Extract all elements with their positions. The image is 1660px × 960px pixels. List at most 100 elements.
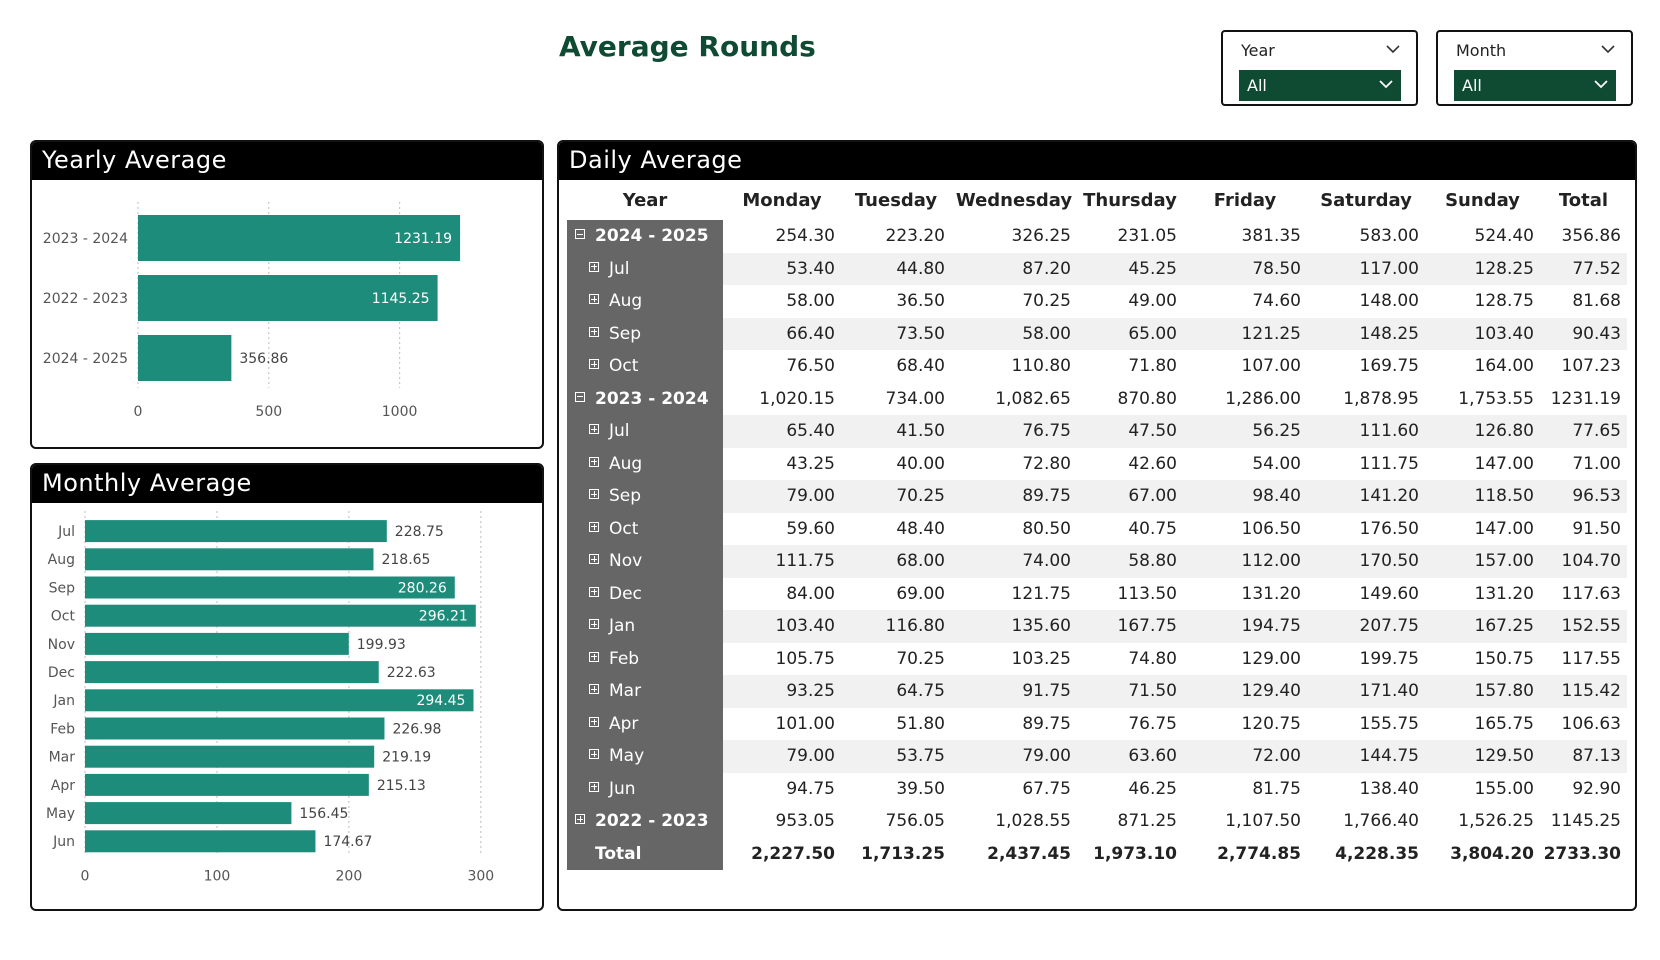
x-tick-label: 300 — [467, 868, 494, 884]
expand-icon[interactable] — [589, 489, 599, 500]
column-header[interactable]: Sunday — [1445, 189, 1520, 211]
cell-value: 96.53 — [1540, 480, 1627, 513]
bar[interactable] — [85, 802, 292, 825]
row-header[interactable]: Oct — [567, 350, 723, 383]
row-header[interactable]: Nov — [567, 545, 723, 578]
row-header[interactable]: Oct — [567, 512, 723, 545]
row-header[interactable]: 2024 - 2025 — [567, 220, 723, 253]
category-label: May — [46, 806, 75, 822]
collapse-icon[interactable] — [575, 391, 585, 402]
expand-icon[interactable] — [589, 326, 599, 337]
expand-icon[interactable] — [589, 619, 599, 630]
row-header[interactable]: Sep — [567, 317, 723, 350]
cell-value: 84.00 — [786, 583, 835, 604]
column-header[interactable]: Wednesday — [955, 189, 1073, 211]
row-header[interactable]: 2022 - 2023 — [567, 805, 723, 838]
cell-value: 93.25 — [723, 675, 841, 708]
row-header[interactable]: Dec — [567, 577, 723, 610]
expand-icon[interactable] — [589, 456, 599, 467]
expand-icon[interactable] — [589, 716, 599, 727]
cell-value: 42.60 — [1128, 453, 1177, 474]
column-header[interactable]: Saturday — [1320, 189, 1412, 211]
year-slicer-dropdown[interactable]: All — [1239, 70, 1401, 101]
expand-icon[interactable] — [589, 554, 599, 565]
year-slicer[interactable]: Year All — [1221, 30, 1418, 106]
expand-icon[interactable] — [589, 586, 599, 597]
cell-value: 104.70 — [1540, 545, 1627, 578]
row-header[interactable]: Sep — [567, 480, 723, 513]
row-header[interactable]: 2023 - 2024 — [567, 382, 723, 415]
cell-value: 81.68 — [1572, 291, 1621, 312]
cell-value: 131.20 — [1474, 583, 1534, 604]
row-header[interactable]: Jul — [567, 252, 723, 285]
bar[interactable] — [138, 215, 461, 261]
row-label: Aug — [609, 453, 643, 474]
bar[interactable] — [85, 830, 316, 853]
row-header[interactable]: Jun — [567, 772, 723, 805]
column-header[interactable]: Total — [1558, 189, 1609, 211]
bar[interactable] — [85, 576, 455, 599]
chevron-down-icon[interactable] — [1386, 42, 1400, 56]
chevron-down-icon[interactable] — [1594, 77, 1608, 91]
cell-value: 1231.19 — [1550, 388, 1621, 409]
cell-value: 72.80 — [1022, 453, 1071, 474]
x-tick-label: 0 — [81, 868, 90, 884]
month-slicer-dropdown[interactable]: All — [1454, 70, 1616, 101]
column-header[interactable]: Year — [622, 189, 668, 211]
cell-value: 79.00 — [951, 740, 1077, 773]
row-header[interactable]: Jul — [567, 415, 723, 448]
x-tick-label: 0 — [134, 404, 143, 420]
bar[interactable] — [85, 745, 375, 768]
cell-value: 1145.25 — [1550, 811, 1621, 832]
expand-icon[interactable] — [589, 781, 599, 792]
expand-icon[interactable] — [589, 684, 599, 695]
cell-value: 167.75 — [1077, 610, 1183, 643]
expand-icon[interactable] — [589, 359, 599, 370]
category-label: Jan — [52, 693, 75, 709]
bar[interactable] — [85, 520, 387, 543]
cell-value: 734.00 — [885, 388, 945, 409]
month-slicer[interactable]: Month All — [1436, 30, 1633, 106]
row-header[interactable]: Apr — [567, 707, 723, 740]
row-header[interactable]: Aug — [567, 447, 723, 480]
expand-icon[interactable] — [575, 814, 585, 825]
chevron-down-icon[interactable] — [1379, 77, 1393, 91]
cell-value: 49.00 — [1128, 291, 1177, 312]
cell-value: 76.50 — [786, 356, 835, 377]
column-header[interactable]: Tuesday — [854, 189, 938, 211]
row-header[interactable]: Jan — [567, 610, 723, 643]
expand-icon[interactable] — [589, 294, 599, 305]
row-header[interactable]: Feb — [567, 642, 723, 675]
expand-icon[interactable] — [589, 521, 599, 532]
column-header[interactable]: Monday — [742, 189, 822, 211]
bar[interactable] — [138, 335, 232, 381]
expand-icon[interactable] — [589, 651, 599, 662]
expand-icon[interactable] — [589, 261, 599, 272]
column-header[interactable]: Thursday — [1083, 189, 1177, 211]
row-header[interactable]: Mar — [567, 675, 723, 708]
bar[interactable] — [85, 661, 379, 684]
row-label: May — [609, 746, 645, 767]
yearly-average-title: Yearly Average — [32, 142, 542, 180]
data-label: 228.75 — [395, 524, 444, 540]
cell-value: 1,107.50 — [1225, 811, 1301, 832]
bar[interactable] — [138, 275, 438, 321]
cell-value: 80.50 — [1022, 518, 1071, 539]
cell-value: 112.00 — [1183, 545, 1307, 578]
row-header[interactable]: Aug — [567, 285, 723, 318]
bar[interactable] — [85, 773, 369, 796]
cell-value: 36.50 — [896, 291, 945, 312]
chevron-down-icon[interactable] — [1601, 42, 1615, 56]
expand-icon[interactable] — [589, 749, 599, 760]
row-header[interactable]: May — [567, 740, 723, 773]
bar[interactable] — [85, 604, 476, 627]
bar[interactable] — [85, 632, 349, 655]
collapse-icon[interactable] — [575, 229, 585, 240]
year-slicer-value: All — [1247, 76, 1267, 95]
bar[interactable] — [85, 689, 474, 712]
bar[interactable] — [85, 717, 385, 740]
bar[interactable] — [85, 548, 374, 571]
column-header[interactable]: Friday — [1213, 189, 1277, 211]
cell-value: 524.40 — [1474, 226, 1534, 247]
expand-icon[interactable] — [589, 424, 599, 435]
